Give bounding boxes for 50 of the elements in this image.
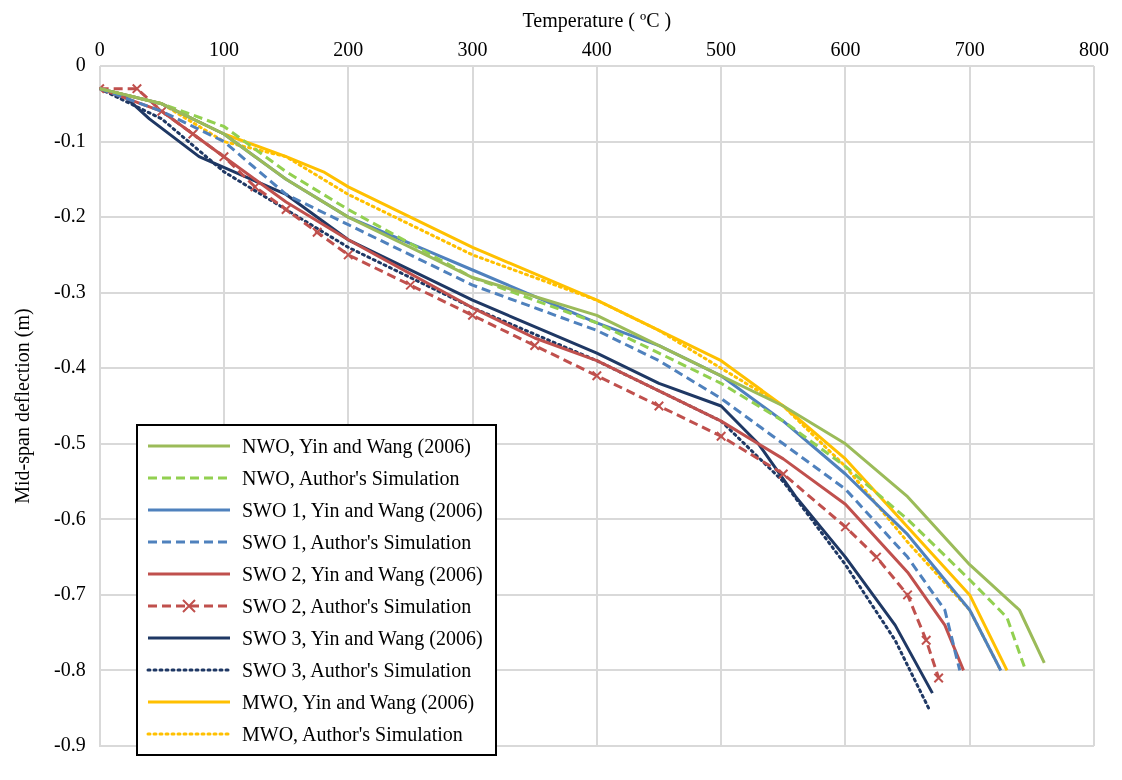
y-tick-label: 0 xyxy=(75,53,86,76)
y-tick-label: -0.6 xyxy=(53,506,86,529)
legend-label: NWO, Yin and Wang (2006) xyxy=(242,434,471,458)
point xyxy=(218,151,230,162)
point xyxy=(902,589,913,601)
point xyxy=(187,128,199,140)
y-tick-label: -0.2 xyxy=(53,204,86,227)
y-tick-label: -0.4 xyxy=(53,355,86,378)
x-tick-label: 300 xyxy=(457,38,488,61)
y-tick-label: -0.7 xyxy=(53,582,86,605)
legend-label: SWO 3, Author's Simulation xyxy=(242,658,472,682)
x-tick-label: 400 xyxy=(581,38,612,61)
y-tick-label: -0.8 xyxy=(53,657,86,680)
y-tick-label: -0.3 xyxy=(53,279,86,302)
legend-label: SWO 1, Author's Simulation xyxy=(242,530,472,554)
x-tick-label: 500 xyxy=(706,38,737,61)
x-tick-label: 600 xyxy=(830,38,861,61)
point xyxy=(529,340,540,351)
point xyxy=(871,551,882,563)
legend-label: MWO, Yin and Wang (2006) xyxy=(242,690,475,714)
legend-label: SWO 3, Yin and Wang (2006) xyxy=(242,626,483,650)
point xyxy=(343,249,354,261)
point xyxy=(920,634,932,646)
point xyxy=(591,370,603,382)
y-tick-label: -0.5 xyxy=(53,431,86,454)
point xyxy=(778,468,789,480)
legend-label: NWO, Author's Simulation xyxy=(242,466,460,490)
legend-label: SWO 2, Author's Simulation xyxy=(242,594,472,618)
point xyxy=(131,83,143,94)
point xyxy=(840,521,851,533)
point xyxy=(653,400,665,412)
x-tick-label: 100 xyxy=(208,38,239,61)
x-tick-label: 800 xyxy=(1079,38,1109,61)
point xyxy=(405,279,416,291)
point xyxy=(715,430,727,442)
point xyxy=(467,310,478,321)
point xyxy=(933,672,944,684)
x-axis-title: Temperature ( ºC ) xyxy=(522,9,672,33)
legend-label: SWO 1, Yin and Wang (2006) xyxy=(242,498,483,522)
x-tick-label: 200 xyxy=(333,38,364,61)
legend-label: MWO, Author's Simulation xyxy=(242,722,463,746)
y-tick-label: -0.9 xyxy=(53,733,86,756)
y-axis-title: Mid-span deflection (m) xyxy=(11,308,35,504)
x-tick-label: 0 xyxy=(94,38,105,61)
y-tick-label: -0.1 xyxy=(53,128,86,151)
point xyxy=(156,106,168,117)
point xyxy=(311,226,323,238)
legend-label: SWO 2, Yin and Wang (2006) xyxy=(242,562,483,586)
x-tick-label: 700 xyxy=(954,38,985,61)
point xyxy=(280,204,292,215)
